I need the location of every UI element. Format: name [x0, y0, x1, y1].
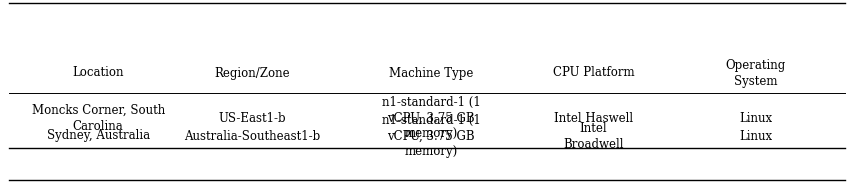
Text: Machine Type: Machine Type [389, 66, 473, 79]
Text: US-East1-b: US-East1-b [218, 112, 286, 125]
Text: Australia-Southeast1-b: Australia-Southeast1-b [183, 130, 320, 142]
Text: n1-standard-1 (1
vCPU, 3.75 GB
memory): n1-standard-1 (1 vCPU, 3.75 GB memory) [381, 114, 480, 158]
Text: CPU Platform: CPU Platform [552, 66, 634, 79]
Text: Sydney, Australia: Sydney, Australia [47, 130, 149, 142]
Text: Moncks Corner, South
Carolina: Moncks Corner, South Carolina [32, 103, 165, 132]
Text: Linux: Linux [739, 112, 771, 125]
Text: Intel
Broadwell: Intel Broadwell [563, 121, 623, 151]
Text: n1-standard-1 (1
vCPU, 3.75 GB
memory): n1-standard-1 (1 vCPU, 3.75 GB memory) [381, 95, 480, 141]
Text: Intel Haswell: Intel Haswell [554, 112, 632, 125]
Text: Operating
System: Operating System [725, 59, 785, 88]
Text: Location: Location [73, 66, 124, 79]
Text: Region/Zone: Region/Zone [214, 66, 289, 79]
Text: Linux: Linux [739, 130, 771, 142]
